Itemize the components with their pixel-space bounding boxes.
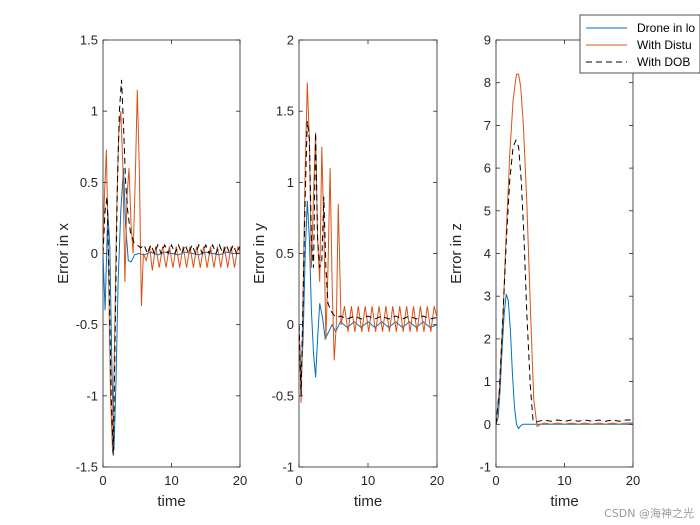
y-tick-label: -1 xyxy=(479,460,491,475)
y-tick-label: 7 xyxy=(484,118,491,133)
y-tick-label: 3 xyxy=(484,289,491,304)
series-line-disturbance xyxy=(299,82,437,403)
y-tick-label: 0.5 xyxy=(276,246,294,261)
series-line-dob xyxy=(299,121,437,396)
y-tick-label: -1 xyxy=(282,460,294,475)
subplot-2: 0 10 20 -1 -0.5 0 0.5 1 1.5 2 time Error in y xyxy=(251,33,444,511)
x-axis-label: time xyxy=(354,493,382,510)
x-axis-label: time xyxy=(157,493,185,510)
y-tick-label: 6 xyxy=(484,161,491,176)
y-tick-label: 1 xyxy=(91,104,98,119)
x-tick-label: 10 xyxy=(361,473,375,488)
legend: Drone in lo With Distu With DOB xyxy=(579,14,700,74)
y-tick-label: 5 xyxy=(484,203,491,218)
y-tick-label: 2 xyxy=(484,331,491,346)
y-tick-label: -0.5 xyxy=(76,317,98,332)
y-tick-label: -1.5 xyxy=(76,460,98,475)
x-tick-label: 10 xyxy=(557,473,571,488)
y-tick-label: 8 xyxy=(484,75,491,90)
x-axis-label: time xyxy=(550,493,578,510)
watermark: CSDN @海神之光 xyxy=(604,507,694,520)
x-tick-label: 20 xyxy=(430,473,444,488)
legend-label-drone: Drone in lo xyxy=(637,21,695,35)
y-tick-label: -0.5 xyxy=(272,388,294,403)
y-tick-label: 0.5 xyxy=(80,175,98,190)
y-tick-label: -1 xyxy=(86,388,98,403)
y-tick-label: 0 xyxy=(484,417,491,432)
x-tick-label: 0 xyxy=(295,473,302,488)
series-line-dob xyxy=(496,139,633,425)
series-line-disturbance xyxy=(496,73,633,428)
y-tick-label: 9 xyxy=(484,33,491,48)
y-tick-label: 1.5 xyxy=(80,33,98,48)
y-tick-label: 1.5 xyxy=(276,104,294,119)
y-axis-label: Error in y xyxy=(251,223,268,284)
y-axis-label: Error in x xyxy=(55,223,72,284)
x-tick-label: 10 xyxy=(164,473,178,488)
x-tick-label: 20 xyxy=(233,473,247,488)
y-tick-label: 4 xyxy=(484,246,491,261)
y-tick-label: 0 xyxy=(287,317,294,332)
x-tick-label: 0 xyxy=(99,473,106,488)
series-line-dob xyxy=(103,79,240,456)
x-tick-label: 0 xyxy=(492,473,499,488)
y-tick-label: 1 xyxy=(484,374,491,389)
legend-label-disturbance: With Distu xyxy=(637,38,692,52)
y-tick-label: 0 xyxy=(91,246,98,261)
x-tick-label: 20 xyxy=(626,473,640,488)
legend-label-dob: With DOB xyxy=(637,55,690,69)
y-tick-label: 1 xyxy=(287,175,294,190)
axes-box xyxy=(298,39,438,468)
subplot-1: 0 10 20 -1.5 -1 -0.5 0 0.5 1 1.5 time Error in x xyxy=(55,33,247,511)
y-tick-label: 2 xyxy=(287,33,294,48)
axes-box xyxy=(495,39,634,468)
legend-box xyxy=(579,14,700,74)
y-axis-label: Error in z xyxy=(448,223,465,284)
